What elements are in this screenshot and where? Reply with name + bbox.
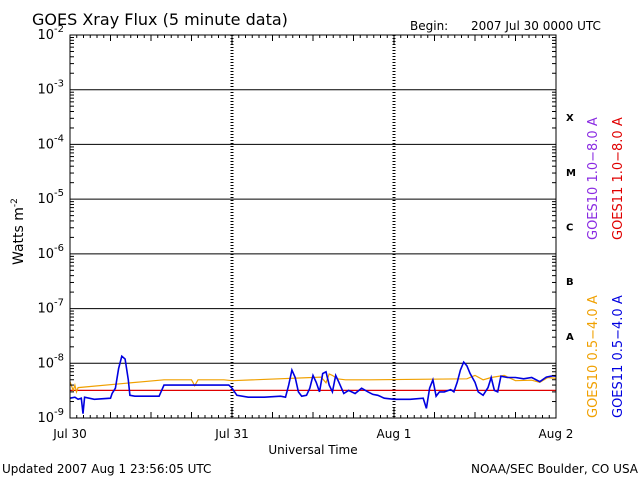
x-tick-labels: Jul 30 Jul 31 Aug 1 Aug 2 (52, 427, 573, 441)
x-tick-label: Aug 1 (377, 427, 412, 441)
y-tick-label-base: 10 (37, 411, 54, 426)
flare-class-label: B (566, 277, 574, 288)
y-tick-label-exponent: -4 (54, 133, 64, 144)
y-tick-label: 10-2 (37, 24, 64, 43)
flare-class-labels: X M C B A (566, 113, 576, 343)
day-boundary-lines (230, 35, 396, 418)
y-tick-label-exponent: -5 (54, 188, 64, 199)
flare-class-label: X (566, 113, 574, 124)
begin-label: Begin: (410, 19, 448, 33)
y-tick-label-base: 10 (37, 247, 54, 262)
flare-class-label: A (566, 332, 574, 343)
chart-title: GOES Xray Flux (5 minute data) (32, 10, 288, 29)
grid-lines (70, 89, 556, 364)
x-axis-label: Universal Time (268, 443, 357, 457)
x-tick-label: Aug 2 (539, 427, 574, 441)
series-line (69, 354, 557, 414)
legend: GOES10 1.0−8.0 A GOES11 1.0−8.0 A GOES10 0… (586, 117, 626, 418)
y-tick-label: 10-4 (37, 133, 64, 152)
legend-entry: GOES10 1.0−8.0 A (586, 117, 601, 240)
y-tick-label-base: 10 (37, 356, 54, 371)
y-axis-label-base: Watts m (11, 207, 27, 265)
y-tick-label: 10-3 (37, 79, 64, 98)
y-tick-label-base: 10 (37, 192, 54, 207)
x-tick-label: Jul 30 (52, 427, 87, 441)
x-tick-label: Jul 31 (214, 427, 249, 441)
legend-entry: GOES11 1.0−8.0 A (611, 117, 626, 240)
y-tick-label: 10-6 (37, 243, 64, 262)
y-tick-label-base: 10 (37, 83, 54, 98)
y-tick-label-exponent: -9 (54, 407, 64, 418)
axis-ticks (69, 35, 557, 418)
y-tick-label: 10-9 (37, 407, 64, 426)
y-tick-label-base: 10 (37, 137, 54, 152)
y-tick-label: 10-5 (37, 188, 64, 207)
y-tick-labels: 10-210-310-410-510-610-710-810-9 (37, 24, 64, 426)
y-tick-label-exponent: -7 (54, 298, 64, 309)
y-axis-label-exponent: -2 (10, 198, 20, 207)
y-tick-label-exponent: -6 (54, 243, 64, 254)
legend-entry: GOES11 0.5−4.0 A (611, 295, 626, 418)
begin-value: 2007 Jul 30 0000 UTC (471, 19, 601, 33)
flare-class-label: C (566, 223, 573, 234)
y-tick-label: 10-8 (37, 352, 64, 371)
y-tick-label-exponent: -8 (54, 352, 64, 363)
series-layer (69, 354, 557, 414)
y-tick-label-base: 10 (37, 28, 54, 43)
credit-text: NOAA/SEC Boulder, CO USA (471, 462, 639, 476)
legend-entry: GOES10 0.5−4.0 A (586, 295, 601, 418)
y-tick-label: 10-7 (37, 298, 64, 317)
y-axis-label: Watts m-2 (10, 198, 27, 265)
y-tick-label-exponent: -2 (54, 24, 64, 35)
y-tick-label-exponent: -3 (54, 79, 64, 90)
series-line (69, 373, 557, 394)
updated-timestamp: Updated 2007 Aug 1 23:56:05 UTC (2, 462, 211, 476)
y-tick-label-base: 10 (37, 302, 54, 317)
flare-class-label: M (566, 168, 576, 179)
plot-frame (69, 34, 557, 419)
